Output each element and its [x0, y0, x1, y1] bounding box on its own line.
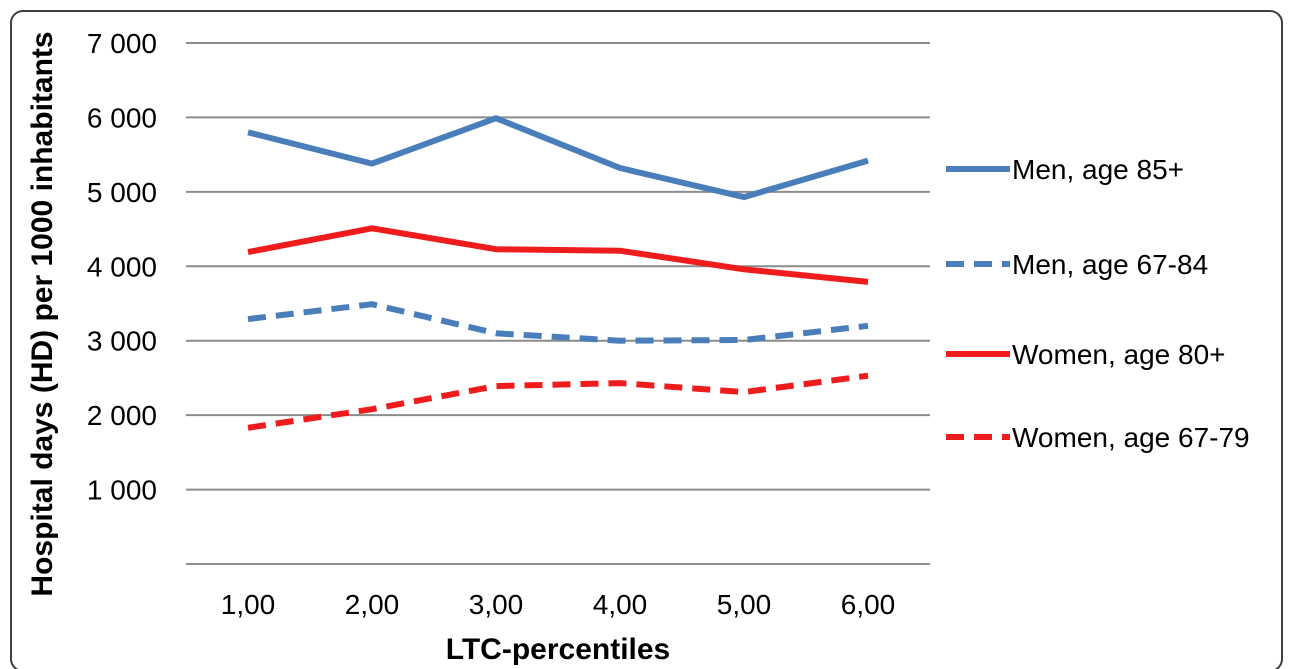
- y-axis-title: Hospital days (HD) per 1000 inhabitants: [26, 31, 59, 596]
- y-tick-label: 3 000: [87, 326, 157, 357]
- x-tick-label: 5,00: [717, 589, 772, 620]
- x-tick-label: 6,00: [841, 589, 896, 620]
- series-line-women-age-80: [247, 225, 869, 285]
- series-line-men-age-67-84: [247, 301, 869, 344]
- y-tick-label: 4 000: [87, 251, 157, 282]
- y-tick-label: 1 000: [87, 475, 157, 506]
- y-axis-tick-labels: 1 000 2 000 3 000 4 000 5 000 6 000 7 000: [87, 28, 157, 506]
- y-tick-label: 7 000: [87, 28, 157, 59]
- series-line-men-age-85: [247, 115, 869, 201]
- x-axis-title: LTC-percentiles: [446, 633, 671, 666]
- legend-label-women-age-80: Women, age 80+: [1012, 339, 1226, 370]
- legend-label-men-age-85: Men, age 85+: [1012, 154, 1184, 185]
- x-axis-tick-labels: 1,00 2,00 3,00 4,00 5,00 6,00: [221, 589, 896, 620]
- series-lines: [247, 115, 869, 431]
- y-tick-label: 2 000: [87, 400, 157, 431]
- series-line-women-age-67-79: [247, 372, 869, 431]
- y-tick-label: 6 000: [87, 102, 157, 133]
- x-tick-label: 1,00: [221, 589, 276, 620]
- legend-label-men-age-67-84: Men, age 67-84: [1012, 249, 1208, 280]
- gridlines: [186, 42, 930, 565]
- legend-label-women-age-67-79: Women, age 67-79: [1012, 422, 1250, 453]
- x-tick-label: 4,00: [593, 589, 648, 620]
- y-tick-label: 5 000: [87, 177, 157, 208]
- x-tick-label: 3,00: [469, 589, 524, 620]
- x-tick-label: 2,00: [345, 589, 400, 620]
- legend: Men, age 85+ Men, age 67-84 Women, age 80+…: [946, 154, 1250, 453]
